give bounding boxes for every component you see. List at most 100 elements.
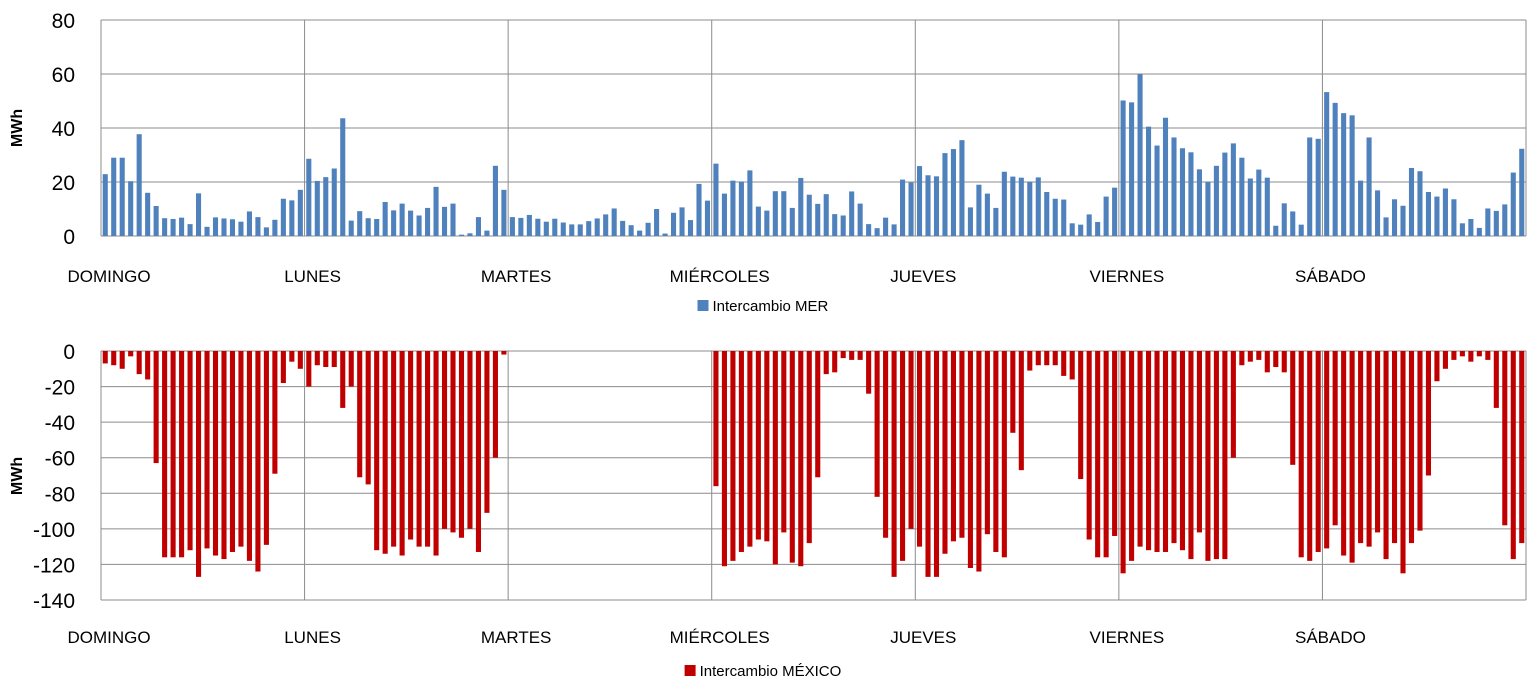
bar	[1069, 223, 1075, 236]
bar	[967, 207, 973, 236]
x-category-label: DOMINGO	[67, 628, 150, 647]
bar	[374, 351, 380, 551]
y-tick-label: -40	[45, 412, 75, 435]
bar	[1459, 351, 1465, 357]
bar	[289, 200, 295, 236]
bar	[1213, 351, 1219, 560]
bar	[450, 351, 456, 533]
bar	[280, 351, 286, 384]
bar	[840, 351, 846, 359]
bar	[984, 351, 990, 535]
bar	[781, 191, 787, 236]
bar	[1485, 208, 1491, 236]
bar	[374, 218, 380, 236]
bar	[1205, 181, 1211, 236]
bar	[1027, 351, 1033, 371]
bar	[399, 203, 405, 236]
bar	[297, 351, 303, 369]
bar	[798, 177, 804, 236]
bar	[306, 158, 312, 236]
bar	[1451, 351, 1457, 360]
bar	[569, 224, 575, 236]
bar	[408, 351, 414, 540]
bar	[204, 351, 210, 549]
bar	[1154, 145, 1160, 236]
bar	[416, 351, 422, 547]
bar	[543, 221, 549, 236]
bar	[391, 351, 397, 547]
bar	[832, 214, 838, 236]
bar	[331, 168, 337, 236]
bar	[696, 183, 702, 236]
bar	[331, 351, 337, 368]
bar	[806, 194, 812, 236]
bar	[1519, 351, 1525, 544]
bar	[221, 218, 227, 236]
bar	[738, 181, 744, 236]
bar	[102, 351, 108, 364]
bar	[450, 203, 456, 236]
bar	[755, 206, 761, 236]
bar	[687, 220, 694, 236]
bar	[145, 192, 151, 236]
bar	[577, 224, 583, 236]
bar	[526, 214, 532, 236]
bar	[637, 230, 643, 236]
bar	[1425, 191, 1431, 236]
bar	[1408, 351, 1415, 544]
bar	[1171, 137, 1177, 236]
bar	[340, 118, 346, 236]
bar	[179, 351, 185, 558]
bar	[179, 217, 185, 236]
bar	[959, 351, 965, 538]
legend-swatch	[684, 665, 696, 676]
bar	[1061, 351, 1067, 376]
bar	[365, 351, 371, 485]
x-category-label: VIERNES	[1090, 267, 1165, 286]
bar	[297, 189, 303, 236]
bar	[433, 186, 439, 236]
bar	[789, 351, 795, 563]
bar	[1001, 351, 1007, 558]
bar	[229, 219, 236, 236]
bar	[1146, 126, 1152, 236]
bar	[187, 351, 193, 551]
bar	[925, 175, 931, 236]
bar	[1146, 351, 1152, 551]
bar	[501, 189, 507, 236]
bar	[170, 218, 176, 236]
bar	[1510, 172, 1516, 236]
bar	[1078, 351, 1084, 480]
y-tick-label: -60	[45, 448, 75, 471]
bar	[136, 134, 142, 236]
bar	[900, 179, 906, 236]
bar	[772, 351, 778, 565]
bar	[1086, 214, 1092, 236]
bar	[950, 351, 956, 542]
bar	[967, 351, 973, 568]
bar	[552, 218, 558, 236]
bar	[314, 351, 320, 366]
bar	[272, 219, 278, 236]
bar	[501, 351, 507, 355]
bar	[764, 351, 770, 542]
y-tick-label: 80	[52, 10, 75, 33]
bar	[1493, 351, 1499, 408]
bar	[162, 218, 168, 236]
x-category-label: MIÉRCOLES	[670, 628, 770, 647]
bar	[535, 218, 541, 236]
bar	[1179, 148, 1186, 236]
bar	[136, 351, 142, 375]
bar	[1095, 221, 1101, 236]
bar	[1341, 113, 1347, 236]
x-category-label: JUEVES	[890, 628, 956, 647]
bar	[1434, 196, 1440, 236]
bar	[1196, 169, 1202, 236]
bar	[1137, 351, 1143, 547]
bar	[196, 193, 202, 236]
x-category-label: SÁBADO	[1295, 267, 1366, 286]
bar	[1476, 351, 1482, 357]
bar	[1264, 351, 1270, 373]
bar	[942, 153, 948, 236]
bar	[1052, 198, 1058, 236]
